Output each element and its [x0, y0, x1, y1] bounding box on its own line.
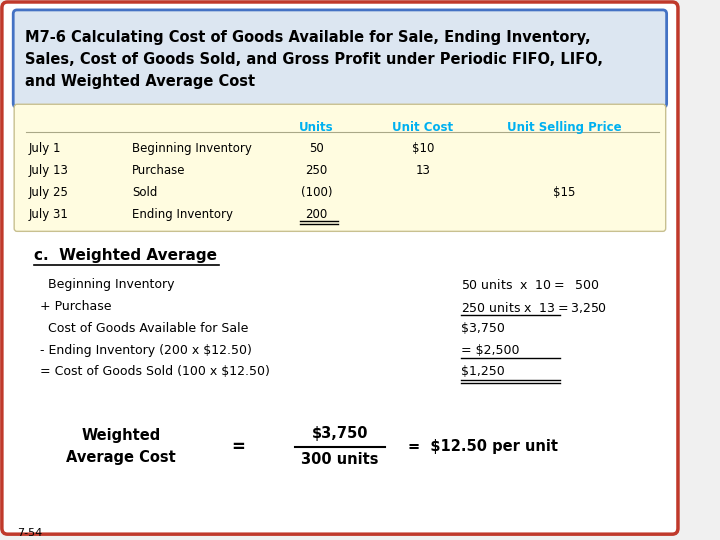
Text: =  $12.50 per unit: = $12.50 per unit	[408, 440, 558, 454]
Text: 50: 50	[309, 142, 324, 155]
Text: 50 units  x  $10 = $  500: 50 units x $10 = $ 500	[461, 278, 599, 292]
Text: 250: 250	[305, 164, 328, 177]
Text: 300 units: 300 units	[301, 452, 379, 467]
Text: Unit Cost: Unit Cost	[392, 121, 454, 134]
Text: (100): (100)	[300, 186, 332, 199]
Text: 250 units x  $13 = $3,250: 250 units x $13 = $3,250	[461, 300, 607, 315]
Text: + Purchase: + Purchase	[40, 300, 111, 313]
Text: Units: Units	[299, 121, 333, 134]
Text: July 25: July 25	[28, 186, 68, 199]
FancyBboxPatch shape	[2, 2, 678, 534]
Text: = Cost of Goods Sold (100 x $12.50): = Cost of Goods Sold (100 x $12.50)	[40, 366, 269, 379]
Text: Beginning Inventory: Beginning Inventory	[132, 142, 252, 155]
Text: Weighted
Average Cost: Weighted Average Cost	[66, 428, 176, 465]
Text: 13: 13	[415, 164, 431, 177]
Text: July 13: July 13	[28, 164, 68, 177]
Text: July 31: July 31	[28, 207, 68, 220]
Text: $3,750: $3,750	[312, 427, 368, 441]
Text: = $2,500: = $2,500	[461, 343, 519, 356]
Text: c.  Weighted Average: c. Weighted Average	[34, 248, 217, 263]
Text: =: =	[231, 438, 245, 456]
Text: $10: $10	[412, 142, 434, 155]
Text: Unit Selling Price: Unit Selling Price	[508, 121, 622, 134]
FancyBboxPatch shape	[13, 10, 667, 107]
Text: $15: $15	[554, 186, 576, 199]
Text: Sold: Sold	[132, 186, 158, 199]
Text: M7-6 Calculating Cost of Goods Available for Sale, Ending Inventory,
Sales, Cost: M7-6 Calculating Cost of Goods Available…	[24, 30, 603, 89]
Text: Cost of Goods Available for Sale: Cost of Goods Available for Sale	[40, 322, 248, 335]
Text: Beginning Inventory: Beginning Inventory	[40, 278, 174, 291]
Text: $1,250: $1,250	[461, 366, 505, 379]
Text: Ending Inventory: Ending Inventory	[132, 207, 233, 220]
Text: $3,750: $3,750	[461, 322, 505, 335]
FancyBboxPatch shape	[14, 104, 666, 231]
Text: July 1: July 1	[28, 142, 60, 155]
Text: - Ending Inventory (200 x $12.50): - Ending Inventory (200 x $12.50)	[40, 343, 251, 356]
Text: 7-54: 7-54	[17, 528, 42, 538]
Text: 200: 200	[305, 207, 328, 220]
Text: Purchase: Purchase	[132, 164, 186, 177]
